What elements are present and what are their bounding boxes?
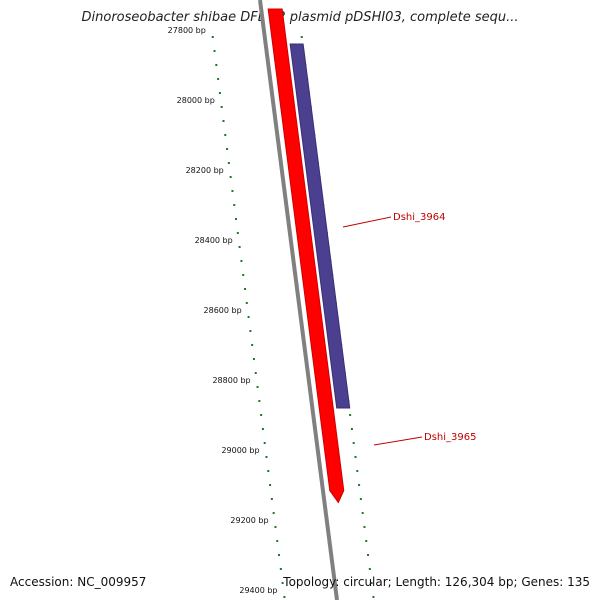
gene-labels: Dshi_3964 Dshi_3965 <box>342 212 476 446</box>
label-leader-line <box>342 216 392 228</box>
tick-label: 28600 bp <box>204 306 242 315</box>
tick-label: 29400 bp <box>239 586 277 595</box>
backbone-line <box>258 0 339 600</box>
gene-Dshi_3965 <box>267 8 345 504</box>
inner-tick-ring <box>211 36 286 598</box>
map-title: Dinoroseobacter shibae DFL 12 plasmid pD… <box>81 10 519 25</box>
accession-text: Accession: NC_009957 <box>10 575 147 589</box>
tick-label: 28800 bp <box>212 376 250 385</box>
tick-label: 28200 bp <box>186 166 224 175</box>
gene-label-Dshi_3965: Dshi_3965 <box>424 432 476 443</box>
gene-features <box>267 8 351 504</box>
tick-label: 29200 bp <box>230 516 268 525</box>
tick-label: 28000 bp <box>177 96 215 105</box>
gene-Dshi_3964 <box>289 43 351 409</box>
gene-label-Dshi_3964: Dshi_3964 <box>393 212 445 223</box>
tick-label: 27800 bp <box>168 26 206 35</box>
tick-label: 28400 bp <box>195 236 233 245</box>
label-leader-line <box>373 436 423 446</box>
tick-labels: 27800 bp 28000 bp 28200 bp 28400 bp 28600 bp… <box>168 26 278 595</box>
summary-text: Topology: circular; Length: 126,304 bp; … <box>283 575 590 589</box>
tick-label: 29000 bp <box>221 446 259 455</box>
